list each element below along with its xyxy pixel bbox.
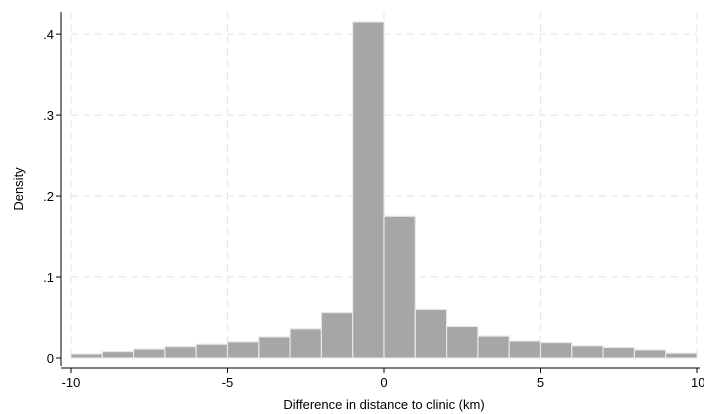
- histogram-bar: [414, 308, 448, 359]
- y-tick-label: .4: [43, 27, 54, 42]
- histogram-bar: [352, 21, 385, 359]
- histogram-bar: [446, 325, 479, 359]
- histogram-bar: [164, 346, 197, 359]
- histogram-bar: [508, 340, 542, 359]
- x-tick-label: 10: [691, 375, 704, 390]
- histogram-bar: [571, 345, 604, 359]
- histogram-bar: [133, 348, 166, 359]
- x-tick-label: -10: [62, 375, 81, 390]
- x-tick-label: 5: [537, 375, 544, 390]
- histogram-bar: [258, 336, 291, 359]
- ticks-layer: 0 .1 .2 .3 .4 -10 -5 0 5 10: [43, 27, 704, 390]
- histogram-bar: [226, 341, 260, 359]
- histogram-bar: [101, 350, 135, 359]
- histogram-bar: [633, 349, 667, 359]
- x-tick-label: 0: [380, 375, 387, 390]
- y-axis-title: Density: [11, 167, 26, 211]
- axes-layer: [60, 12, 700, 369]
- bars-layer: [70, 21, 698, 359]
- histogram-bar: [70, 353, 103, 359]
- histogram-bar: [195, 343, 229, 359]
- x-axis-title: Difference in distance to clinic (km): [283, 397, 484, 412]
- histogram-bar: [320, 312, 354, 359]
- histogram-bar: [539, 342, 573, 359]
- histogram-bar: [477, 335, 510, 359]
- y-tick-label: .2: [43, 189, 54, 204]
- histogram-bar: [665, 352, 698, 359]
- y-tick-label: .1: [43, 270, 54, 285]
- x-tick-label: -5: [222, 375, 234, 390]
- histogram-bar: [602, 346, 635, 359]
- histogram-bar: [289, 328, 323, 359]
- histogram-bar: [383, 215, 416, 359]
- y-tick-label: .3: [43, 108, 54, 123]
- y-tick-label: 0: [47, 351, 54, 366]
